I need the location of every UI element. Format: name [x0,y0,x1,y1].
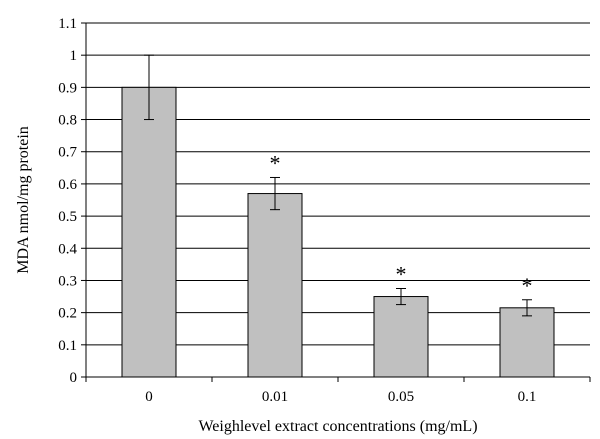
bars-group [121,86,555,378]
y-tick-label: 1.1 [58,16,77,32]
y-axis-ticks: 0 0.1 0.2 0.3 0.4 0.5 0.6 0.7 0.8 0.9 1 1.1 [58,16,86,386]
y-tick-label: 0.9 [58,80,77,96]
bar-0.01 [247,193,303,378]
significance-star: * [396,262,407,287]
y-tick-label: 0 [70,370,78,386]
x-tick-label: 0 [145,389,153,405]
significance-star: * [522,273,533,298]
x-axis-ticks: 0 0.01 0.05 0.1 [85,377,591,405]
bar-0.1 [499,307,555,378]
y-tick-label: 1 [70,48,78,64]
y-tick-label: 0.7 [58,145,77,161]
bar-0.05 [373,296,429,378]
y-tick-label: 0.1 [58,338,77,354]
x-tick-label: 0.05 [388,389,414,405]
y-tick-label: 0.6 [58,177,77,193]
significance-star: * [270,150,281,175]
x-axis-title: Weighlevel extract concentrations (mg/mL… [198,418,477,435]
bar-0 [121,86,177,378]
y-tick-label: 0.5 [58,209,77,225]
significance-marks: * * * [270,150,533,297]
y-tick-label: 0.8 [58,113,77,129]
y-tick-label: 0.3 [58,273,77,289]
x-tick-label: 0.1 [518,389,537,405]
error-bars-group [144,54,532,317]
x-tick-label: 0.01 [262,389,288,405]
y-tick-label: 0.4 [58,241,77,257]
y-axis-title: MDA nmol/mg protein [15,126,32,274]
y-tick-label: 0.2 [58,306,77,322]
